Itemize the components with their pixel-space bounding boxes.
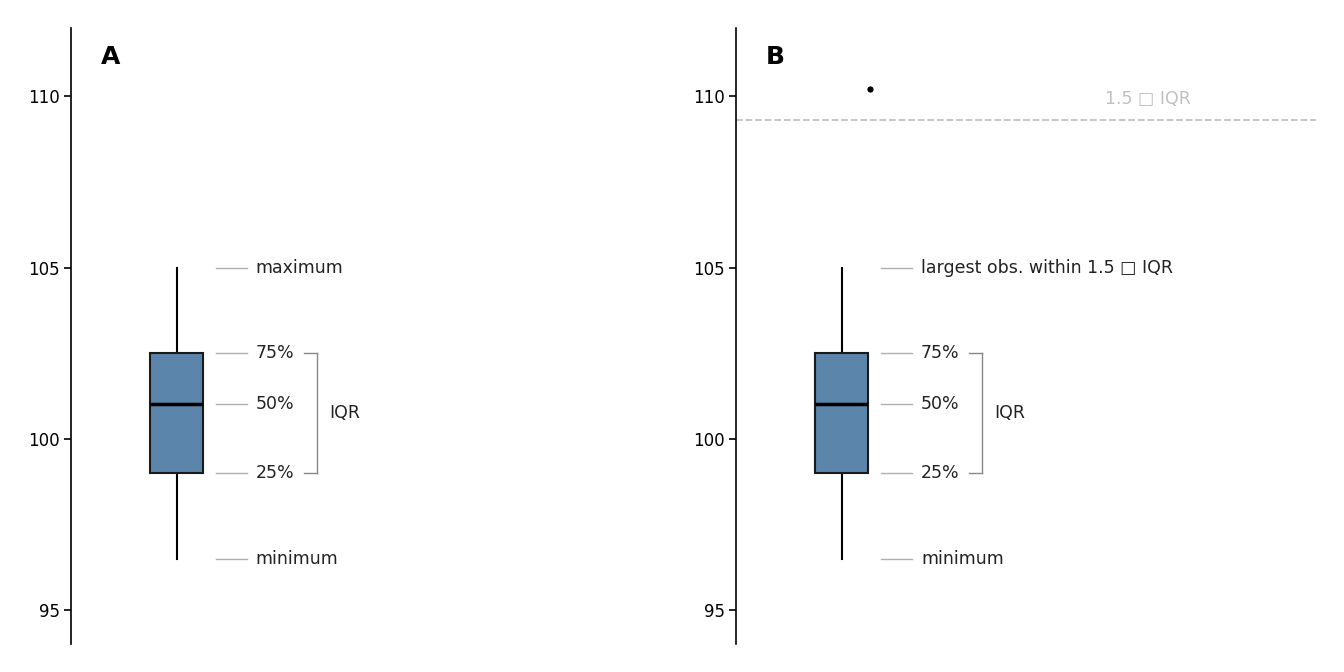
Text: 25%: 25% xyxy=(921,464,960,482)
Text: IQR: IQR xyxy=(329,404,360,422)
Bar xyxy=(151,353,203,473)
Bar xyxy=(816,353,868,473)
Text: minimum: minimum xyxy=(255,550,339,568)
Text: IQR: IQR xyxy=(995,404,1025,422)
Text: 25%: 25% xyxy=(255,464,294,482)
Text: largest obs. within 1.5 □ IQR: largest obs. within 1.5 □ IQR xyxy=(921,259,1173,276)
Text: B: B xyxy=(766,45,785,69)
Text: A: A xyxy=(101,45,120,69)
Text: 1.5 □ IQR: 1.5 □ IQR xyxy=(1105,90,1191,108)
Text: 50%: 50% xyxy=(255,396,294,413)
Text: 75%: 75% xyxy=(921,344,960,362)
Text: minimum: minimum xyxy=(921,550,1004,568)
Text: 75%: 75% xyxy=(255,344,294,362)
Text: maximum: maximum xyxy=(255,259,344,276)
Text: 50%: 50% xyxy=(921,396,960,413)
